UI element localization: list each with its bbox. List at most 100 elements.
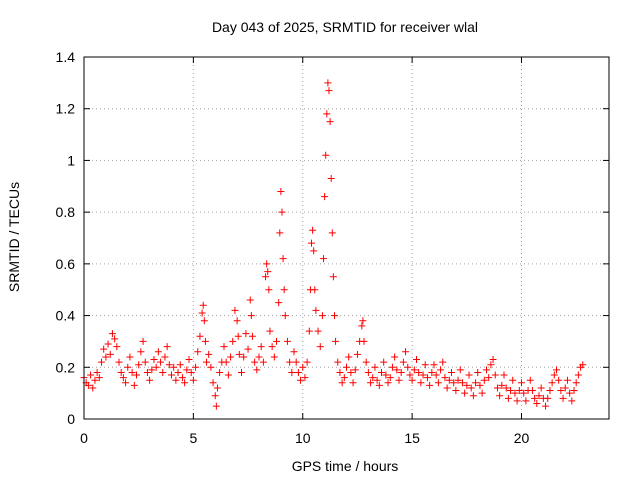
data-point [336, 368, 344, 376]
data-point [283, 337, 291, 345]
data-point [480, 376, 488, 384]
y-tick-label: 0 [67, 411, 75, 427]
data-point [181, 379, 189, 387]
data-point [161, 353, 169, 361]
data-point [373, 376, 381, 384]
data-point [84, 381, 92, 389]
data-point [513, 397, 521, 405]
data-point [89, 384, 97, 392]
data-point [326, 118, 334, 126]
data-point [255, 353, 263, 361]
data-point [535, 392, 543, 400]
data-point [213, 384, 221, 392]
data-point [106, 350, 114, 358]
data-point [443, 384, 451, 392]
data-point [316, 343, 324, 351]
data-point [461, 389, 469, 397]
data-point [382, 371, 390, 379]
data-point [520, 389, 528, 397]
data-point [511, 389, 519, 397]
data-point [324, 79, 332, 87]
data-point [172, 376, 180, 384]
data-point [196, 332, 204, 340]
data-point [415, 368, 423, 376]
data-point [472, 379, 480, 387]
data-point [445, 376, 453, 384]
data-point [157, 358, 165, 366]
data-point [402, 348, 410, 356]
data-point [526, 376, 534, 384]
data-point [244, 345, 252, 353]
data-point [297, 376, 305, 384]
data-point [458, 379, 466, 387]
data-point [247, 312, 255, 320]
data-point [119, 374, 127, 382]
data-point [557, 387, 565, 395]
data-point [207, 363, 215, 371]
data-point [419, 371, 427, 379]
data-point [203, 358, 210, 366]
data-point [572, 379, 580, 387]
data-point [233, 317, 241, 325]
data-point [198, 309, 206, 317]
data-point [308, 239, 315, 247]
data-point [174, 368, 182, 376]
data-point [502, 384, 510, 392]
data-point [294, 368, 302, 376]
data-point [135, 361, 143, 369]
data-point [434, 379, 442, 387]
x-tick-label: 5 [189, 430, 197, 446]
data-point [504, 394, 512, 402]
data-point [176, 361, 184, 369]
data-point [189, 376, 197, 384]
data-point [98, 358, 105, 366]
data-point [417, 379, 425, 387]
data-point [487, 361, 495, 369]
grid-lines [84, 57, 609, 419]
data-point [550, 371, 558, 379]
y-tick-label: 1.2 [56, 101, 76, 117]
data-point [93, 368, 101, 376]
data-point [329, 273, 337, 281]
data-point [154, 348, 162, 356]
data-point [426, 381, 434, 389]
data-point [192, 363, 200, 371]
data-point [559, 394, 567, 402]
data-point [159, 368, 167, 376]
data-point [362, 358, 370, 366]
data-point [542, 402, 550, 410]
data-point [323, 110, 331, 118]
data-point [531, 394, 539, 402]
data-point [563, 376, 571, 384]
data-point [393, 366, 401, 374]
data-point [320, 255, 328, 263]
data-point [87, 371, 95, 379]
data-point [305, 327, 313, 335]
data-point [413, 356, 420, 364]
data-point [130, 381, 138, 389]
data-point [491, 371, 499, 379]
data-point [493, 384, 501, 392]
data-point [292, 358, 300, 366]
data-point [343, 363, 350, 371]
data-point [108, 330, 116, 338]
data-point [312, 306, 320, 314]
data-point [133, 371, 140, 379]
y-tick-label: 0.4 [56, 308, 76, 324]
data-point [448, 368, 455, 376]
data-point [533, 399, 541, 407]
data-point [498, 381, 506, 389]
data-point [528, 387, 536, 395]
data-point [546, 387, 554, 395]
data-point [222, 358, 230, 366]
data-point [327, 175, 335, 183]
data-points [80, 79, 587, 410]
data-point [137, 348, 145, 356]
data-point [555, 376, 563, 384]
data-point [474, 368, 482, 376]
data-point [278, 208, 286, 216]
data-point [367, 379, 375, 387]
data-point [301, 374, 309, 382]
y-axis-label: SRMTID / TECUs [6, 182, 22, 292]
data-point [240, 353, 248, 361]
